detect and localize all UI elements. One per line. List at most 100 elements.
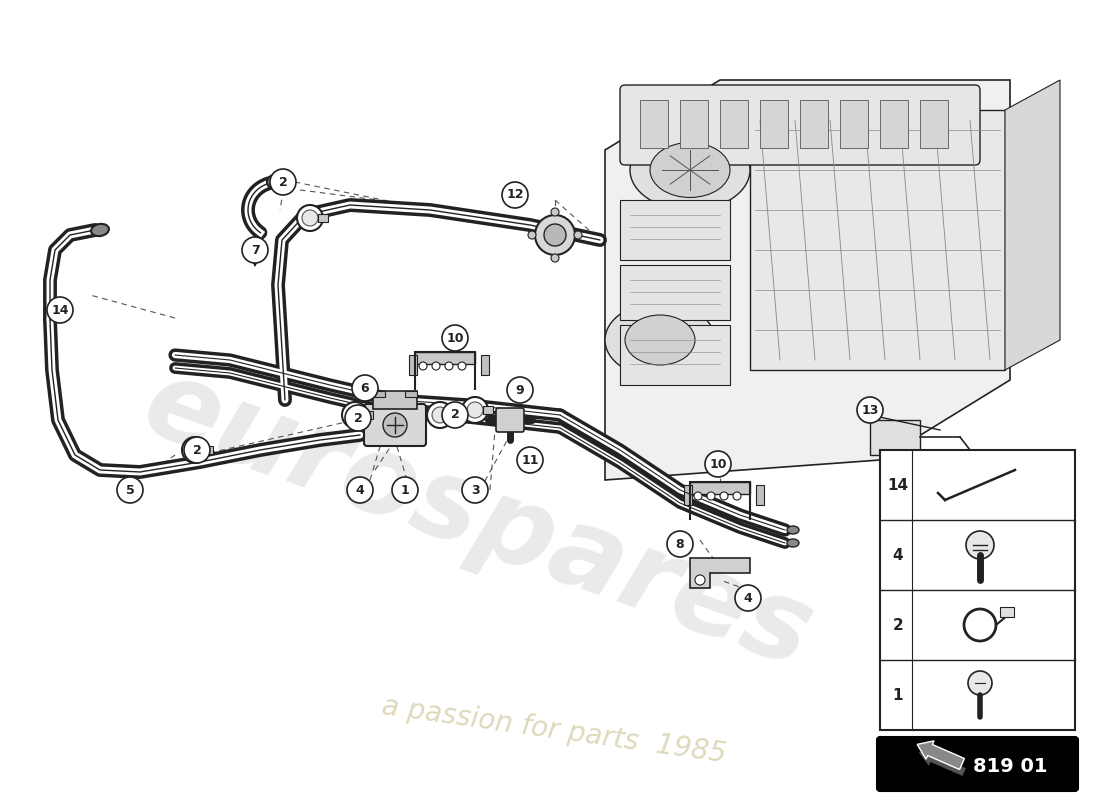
Polygon shape: [620, 325, 730, 385]
Text: 14: 14: [52, 303, 68, 317]
Circle shape: [432, 407, 448, 423]
Text: 5: 5: [125, 483, 134, 497]
Circle shape: [419, 362, 427, 370]
Circle shape: [446, 362, 453, 370]
Text: 6: 6: [361, 382, 370, 394]
Bar: [483, 406, 493, 414]
FancyBboxPatch shape: [877, 737, 1078, 791]
FancyBboxPatch shape: [620, 85, 980, 165]
Bar: [405, 391, 417, 397]
Text: 2: 2: [192, 443, 201, 457]
Bar: [204, 446, 213, 454]
Ellipse shape: [551, 254, 559, 262]
Circle shape: [442, 325, 468, 351]
Text: 12: 12: [506, 189, 524, 202]
Text: 4: 4: [355, 483, 364, 497]
FancyBboxPatch shape: [364, 404, 426, 446]
Circle shape: [392, 477, 418, 503]
Ellipse shape: [574, 231, 582, 239]
Ellipse shape: [786, 539, 799, 547]
Text: 2: 2: [451, 409, 460, 422]
Circle shape: [383, 413, 407, 437]
Ellipse shape: [786, 526, 799, 534]
Ellipse shape: [528, 231, 536, 239]
Bar: [880, 100, 907, 148]
Circle shape: [346, 407, 363, 423]
Circle shape: [544, 224, 566, 246]
FancyArrow shape: [917, 741, 965, 770]
Polygon shape: [1005, 80, 1060, 370]
Circle shape: [705, 451, 732, 477]
Text: 819 01: 819 01: [972, 757, 1047, 775]
Ellipse shape: [267, 174, 289, 190]
Bar: [760, 100, 788, 148]
Bar: [880, 450, 1075, 730]
Circle shape: [707, 492, 715, 500]
FancyBboxPatch shape: [496, 408, 524, 432]
Text: 7: 7: [251, 243, 260, 257]
Bar: [840, 100, 868, 148]
Text: 10: 10: [710, 458, 727, 470]
Ellipse shape: [551, 208, 559, 216]
Bar: [640, 100, 668, 148]
Circle shape: [182, 437, 208, 463]
Circle shape: [535, 215, 575, 255]
Bar: [870, 420, 920, 455]
Circle shape: [345, 405, 371, 431]
Bar: [409, 355, 417, 375]
Circle shape: [507, 377, 534, 403]
Bar: [920, 100, 948, 148]
Bar: [373, 391, 417, 409]
Text: 2: 2: [892, 618, 903, 633]
Text: 1985: 1985: [830, 302, 1002, 398]
Text: 3: 3: [471, 483, 480, 497]
Circle shape: [462, 397, 488, 423]
Text: 13: 13: [861, 403, 879, 417]
Circle shape: [667, 531, 693, 557]
Bar: [684, 485, 692, 505]
Circle shape: [187, 442, 204, 458]
Polygon shape: [620, 200, 730, 260]
Bar: [680, 100, 708, 148]
Circle shape: [968, 671, 992, 695]
Text: a passion for parts  1985: a passion for parts 1985: [379, 692, 728, 768]
Polygon shape: [620, 265, 730, 320]
Ellipse shape: [605, 302, 715, 378]
Circle shape: [857, 397, 883, 423]
Text: 1: 1: [400, 483, 409, 497]
Bar: [415, 352, 475, 364]
Text: 4: 4: [744, 591, 752, 605]
Circle shape: [270, 169, 296, 195]
Circle shape: [427, 402, 453, 428]
Bar: [448, 411, 458, 419]
Circle shape: [462, 477, 488, 503]
Circle shape: [352, 375, 378, 401]
Text: 2: 2: [353, 411, 362, 425]
Circle shape: [458, 362, 466, 370]
Ellipse shape: [650, 142, 730, 198]
Circle shape: [468, 402, 483, 418]
Bar: [690, 482, 750, 494]
Circle shape: [432, 362, 440, 370]
Circle shape: [342, 402, 369, 428]
Circle shape: [297, 205, 323, 231]
Text: 11: 11: [521, 454, 539, 466]
Bar: [1000, 607, 1014, 617]
Text: 4: 4: [893, 547, 903, 562]
Circle shape: [695, 575, 705, 585]
Text: 8: 8: [675, 538, 684, 550]
Circle shape: [966, 531, 994, 559]
Polygon shape: [690, 558, 750, 588]
Text: 9: 9: [516, 383, 525, 397]
Circle shape: [442, 402, 468, 428]
Polygon shape: [605, 80, 1010, 480]
Bar: [800, 100, 828, 148]
FancyArrow shape: [920, 750, 966, 776]
Circle shape: [47, 297, 73, 323]
Polygon shape: [750, 110, 1005, 370]
Bar: [318, 214, 328, 222]
Circle shape: [720, 492, 728, 500]
Text: 2: 2: [278, 175, 287, 189]
Bar: [756, 485, 764, 505]
Bar: [363, 411, 373, 419]
